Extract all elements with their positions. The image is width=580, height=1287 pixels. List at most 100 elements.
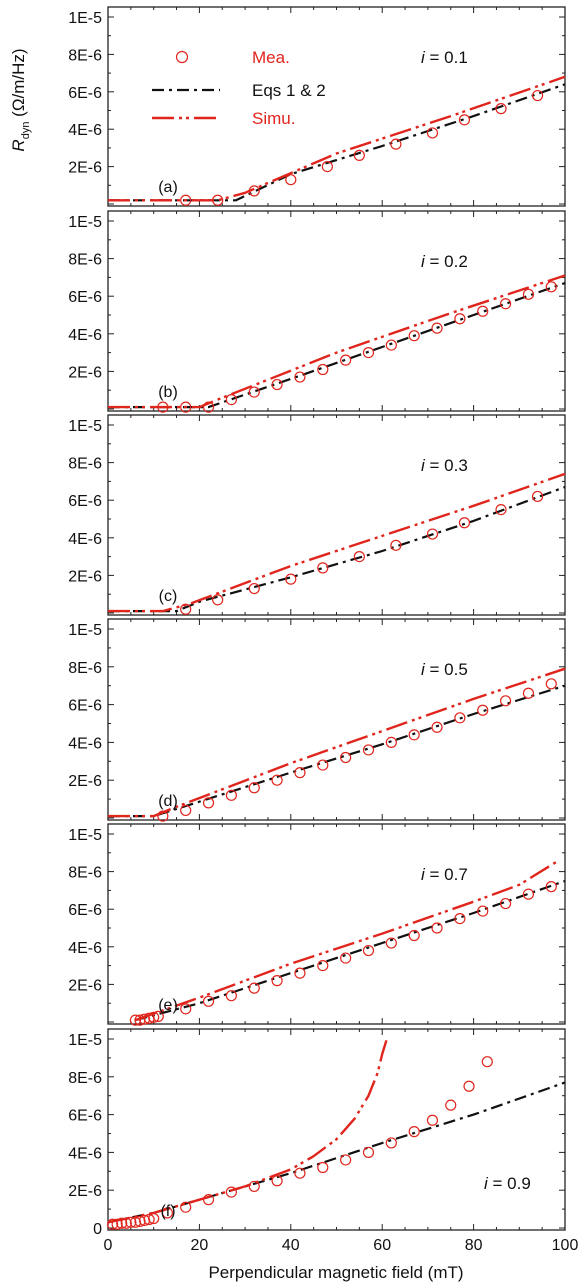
measured-point <box>248 582 260 595</box>
measured-point <box>106 1218 119 1230</box>
measured-point <box>458 114 471 126</box>
measured-point <box>362 1146 375 1159</box>
measured-point <box>522 888 535 900</box>
measured-point <box>426 1114 439 1126</box>
measured-point <box>317 363 329 376</box>
y-tick-label: 1E-5 <box>68 214 102 231</box>
measured-point <box>294 767 306 779</box>
panel-f: 0 2E-6 4E-6 6E-6 8E-6 1E-5 0 20 40 60 80 100 (f) i = … <box>68 1028 578 1254</box>
simulation-line <box>108 472 566 613</box>
simulation-line <box>107 1038 388 1224</box>
measured-point <box>477 305 489 317</box>
measured-point <box>454 912 466 925</box>
measured-point <box>285 174 297 186</box>
y-axis-label: Rdyn (Ω/m/Hz) <box>9 48 32 151</box>
panel-c: 2E-6 4E-6 6E-6 8E-6 1E-5 (c) i = 0.3 <box>68 414 566 616</box>
measured-point <box>340 952 352 964</box>
y-tick-label: 4E-6 <box>68 327 102 344</box>
measured-point <box>522 288 535 300</box>
y-tick-label: 8E-6 <box>68 252 102 269</box>
measured-point <box>362 944 375 957</box>
measured-point <box>202 995 215 1007</box>
measured-point <box>499 695 512 707</box>
y-tick-label: 2E-6 <box>68 773 102 790</box>
equation-line <box>135 879 566 1022</box>
measured-point <box>390 138 402 150</box>
y-tick-label: 8E-6 <box>68 47 102 64</box>
panel-b: 2E-6 4E-6 6E-6 8E-6 1E-5 (b) i = 0.2 <box>68 210 566 413</box>
measured-point <box>225 394 237 406</box>
measured-point <box>317 959 329 972</box>
measured-point <box>248 782 260 794</box>
measured-point <box>271 1175 283 1187</box>
plot-frame <box>107 618 566 821</box>
measured-point <box>248 386 260 398</box>
measured-point <box>157 810 169 822</box>
current-annotation: i = 0.3 <box>421 456 468 475</box>
measured-point <box>408 330 420 342</box>
current-annotation: i = 0.1 <box>421 48 468 67</box>
plot-frame <box>107 210 566 412</box>
measured-point <box>294 967 306 979</box>
measured-point <box>271 378 283 391</box>
measured-point <box>545 678 557 690</box>
measured-point <box>463 1080 475 1092</box>
panel-label: (c) <box>159 588 178 605</box>
measured-point <box>408 1126 420 1138</box>
measured-point <box>531 89 544 102</box>
plot-frame <box>107 1028 566 1231</box>
measured-point <box>340 1154 352 1166</box>
legend: Mea. Eqs 1 & 2 Simu. <box>152 48 326 128</box>
measured-point <box>157 401 169 413</box>
measured-point <box>161 1207 174 1219</box>
y-tick-label: 1E-5 <box>68 418 102 435</box>
panel-label: (f) <box>160 1203 175 1220</box>
y-tick-label: 6E-6 <box>68 85 102 102</box>
measured-point <box>454 712 466 724</box>
measured-point <box>143 1213 155 1226</box>
measured-point <box>271 975 283 987</box>
measured-point <box>445 1099 457 1111</box>
y-tick-label: 8E-6 <box>68 1070 102 1087</box>
measured-point <box>212 594 224 606</box>
measured-point <box>499 298 512 310</box>
y-tick-label: 4E-6 <box>68 122 102 139</box>
y-tick-label: 4E-6 <box>68 735 102 752</box>
current-annotation: i = 0.7 <box>421 865 468 884</box>
measured-point <box>225 1186 237 1198</box>
legend-label: Simu. <box>252 109 295 128</box>
x-tick-label: 0 <box>104 1237 113 1254</box>
measured-point <box>271 774 283 786</box>
y-tick-label: 8E-6 <box>68 865 102 882</box>
y-tick-label: 8E-6 <box>68 660 102 677</box>
measured-point <box>481 1056 493 1068</box>
measured-point <box>317 759 329 771</box>
panels: 2E-6 4E-6 6E-6 8E-6 1E-5 (a) i = 0.1 2E-6 4E-6 6E… <box>68 6 578 1254</box>
measured-point <box>495 103 507 115</box>
x-tick-label: 60 <box>373 1237 391 1254</box>
measured-point <box>340 751 352 764</box>
measured-point <box>294 1167 306 1179</box>
measured-point <box>125 1216 137 1228</box>
measured-point <box>202 1194 215 1206</box>
measured-point <box>212 194 224 206</box>
measured-point <box>317 562 329 574</box>
measured-point <box>248 982 260 994</box>
measured-point <box>180 804 192 817</box>
measured-point <box>317 1161 329 1174</box>
y-tick-label: 0 <box>93 1221 102 1238</box>
measured-point <box>385 339 397 351</box>
panel-label: (a) <box>158 179 178 196</box>
x-tick-label: 80 <box>465 1237 483 1254</box>
panel-label: (d) <box>158 793 178 810</box>
measured-point <box>426 127 439 139</box>
x-tick-label: 20 <box>191 1237 209 1254</box>
y-tick-label: 1E-5 <box>68 827 102 844</box>
measured-point <box>408 729 420 741</box>
measured-point <box>340 354 352 366</box>
equation-line <box>108 281 566 409</box>
measured-point <box>385 1137 397 1149</box>
measured-point <box>202 401 215 413</box>
measured-point <box>362 744 375 756</box>
x-axis-label: Perpendicular magnetic field (mT) <box>208 1263 463 1282</box>
